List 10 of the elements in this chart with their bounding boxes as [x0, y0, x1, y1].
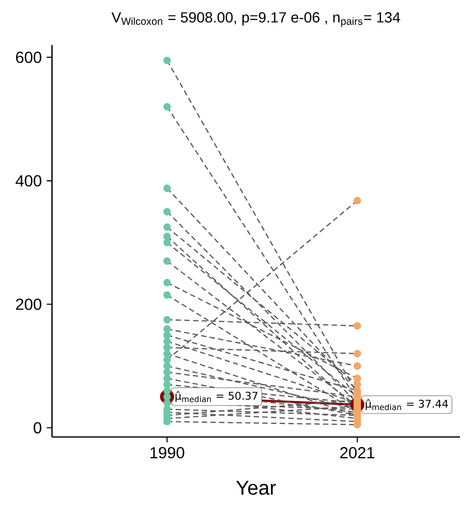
x-tick-label: 2021: [340, 447, 374, 458]
y-tick-label: 600: [16, 52, 42, 63]
annotation: μ̂$_{median}$ = 37.44: [366, 399, 448, 410]
chart-title: V$_{Wilcoxon}$ = 5908.00, p=9.17 e-06 , n$_{pairs}$= 134: [112, 12, 400, 27]
y-tick-label: 200: [16, 298, 42, 310]
y-tick-label: 400: [16, 175, 42, 186]
annotation: μ̂$_{median}$ = 50.37: [176, 391, 258, 402]
x-tick-label: 1990: [150, 447, 184, 458]
x-axis-title: Year: [236, 480, 276, 495]
y-tick-label: 0: [34, 422, 42, 434]
